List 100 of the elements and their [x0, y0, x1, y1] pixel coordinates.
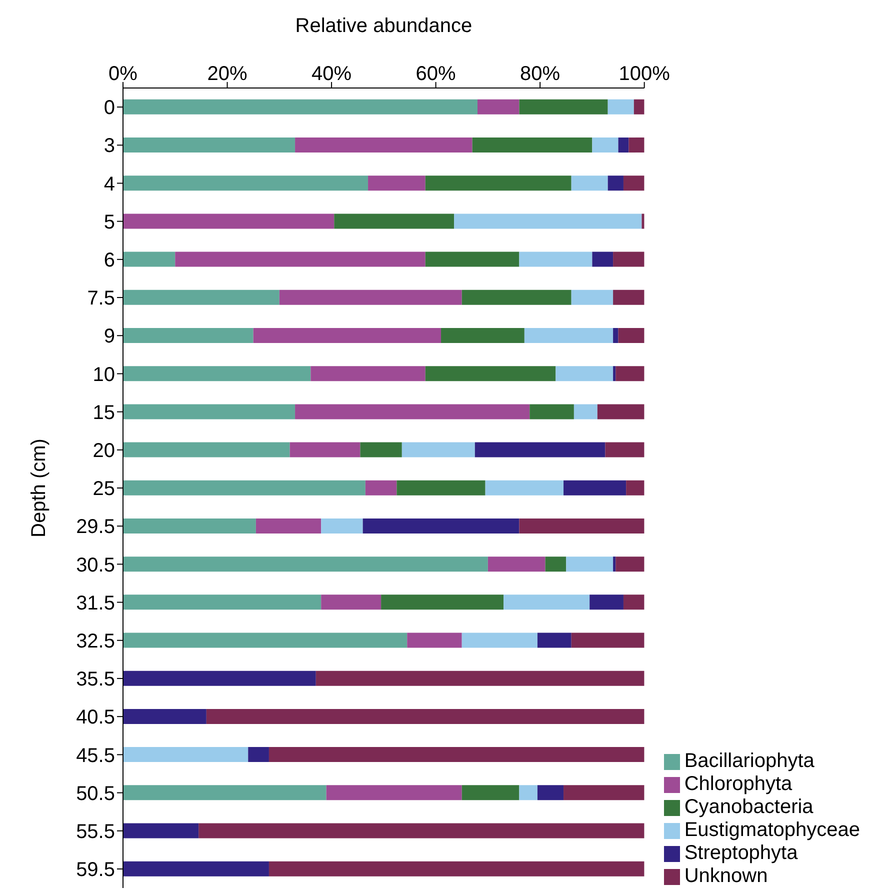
bar [616, 366, 644, 382]
bar [592, 252, 614, 267]
bar [504, 594, 590, 610]
bar [123, 632, 408, 648]
bar [334, 214, 454, 229]
bar [530, 404, 574, 420]
bar [608, 176, 624, 191]
bar [537, 632, 572, 648]
bar [519, 518, 644, 534]
bar [613, 328, 618, 343]
y-tick-label: 30.5 [76, 554, 115, 576]
y-tick-label: 32.5 [76, 630, 115, 652]
bar [472, 138, 592, 153]
y-tick-label: 15 [92, 402, 115, 424]
bar [425, 176, 572, 191]
legend-label: Bacillariophyta [684, 750, 814, 772]
bar [566, 556, 614, 572]
y-tick-label: 35.5 [76, 668, 115, 691]
bar [123, 404, 296, 420]
bar [360, 442, 402, 458]
bar [123, 442, 290, 458]
bar [454, 214, 642, 229]
bar [123, 214, 334, 229]
bar [519, 252, 592, 267]
bar [362, 518, 520, 534]
bar [623, 594, 644, 610]
bar [123, 366, 311, 382]
bar [295, 138, 472, 153]
bar [545, 556, 566, 572]
bar [253, 328, 442, 343]
bar [462, 290, 572, 305]
bar [402, 442, 475, 458]
y-tick-label: 4 [104, 173, 115, 196]
bar [326, 785, 462, 800]
bar [365, 480, 397, 496]
bar [592, 138, 618, 153]
y-tick-label: 7.5 [87, 288, 115, 310]
x-axis-title: Relative abundance [295, 15, 472, 38]
bar [321, 518, 363, 534]
bar [519, 99, 608, 114]
bar [613, 556, 616, 572]
bar [462, 785, 520, 800]
y-tick-label: 50.5 [76, 782, 115, 805]
bar [407, 632, 462, 648]
bar [175, 252, 426, 267]
bar [123, 518, 256, 534]
bar [571, 176, 608, 191]
bar [396, 480, 486, 496]
bar [123, 138, 296, 153]
y-tick-label: 20 [92, 440, 115, 462]
x-tick-label: 40% [312, 63, 352, 85]
bar [321, 594, 382, 610]
y-tick-label: 3 [104, 135, 115, 158]
bar [613, 366, 616, 382]
bar [123, 785, 326, 800]
bar [626, 480, 644, 496]
x-tick-label: 80% [520, 63, 560, 85]
legend-label: Cyanobacteria [684, 796, 814, 818]
y-tick-label: 9 [104, 326, 115, 348]
bar [123, 328, 254, 343]
legend-label: Eustigmatophyceae [684, 819, 860, 841]
bar [537, 785, 564, 800]
x-tick-label: 20% [207, 63, 248, 85]
bar [597, 404, 644, 420]
bar [590, 594, 624, 610]
bar [564, 480, 626, 496]
x-tick-label: 100% [618, 63, 670, 85]
y-tick-label: 10 [92, 364, 115, 386]
bar [425, 366, 556, 382]
bar [616, 556, 644, 572]
bar [571, 632, 644, 648]
bar [123, 252, 176, 267]
y-tick-label: 25 [92, 478, 115, 500]
y-tick-label: 40.5 [76, 706, 115, 729]
bar [123, 290, 280, 305]
bar [206, 708, 644, 724]
bar [123, 99, 478, 114]
bar [574, 404, 598, 420]
y-tick-label: 6 [104, 250, 115, 272]
bar [268, 747, 644, 762]
bar [571, 290, 614, 305]
bar [474, 442, 606, 458]
bar [613, 252, 644, 267]
bar [608, 99, 634, 114]
bar [605, 442, 644, 458]
y-tick-label: 55.5 [76, 820, 115, 843]
bar [248, 747, 269, 762]
bar [613, 290, 644, 305]
bar [310, 366, 426, 382]
bar [642, 214, 644, 229]
y-tick-label: 59.5 [76, 859, 115, 882]
x-tick-label: 0% [108, 63, 138, 85]
bar [198, 823, 644, 838]
bar [381, 594, 504, 610]
bar [123, 708, 206, 724]
bar [123, 480, 366, 496]
bar [123, 823, 199, 838]
bar [628, 138, 644, 153]
y-tick-label: 5 [104, 211, 115, 234]
bar [618, 138, 629, 153]
